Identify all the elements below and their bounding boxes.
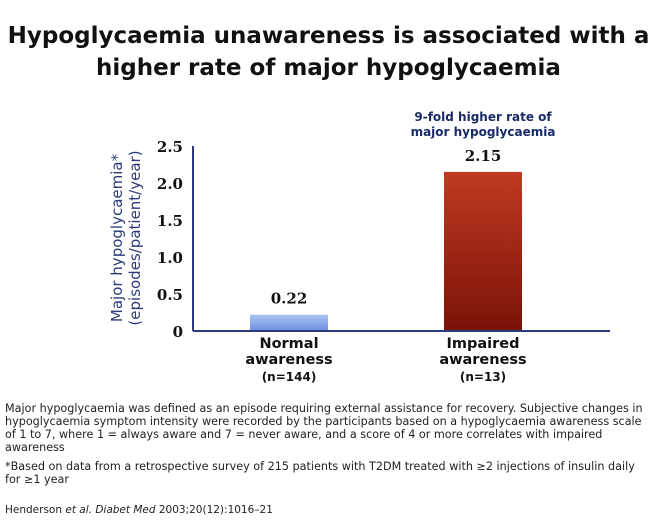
annotation-line-1: 9-fold higher rate of [414, 110, 552, 124]
reference: Henderson et al. Diabet Med 2003;20(12):… [5, 504, 273, 516]
y-axis-label-line-2: (episodes/patient/year) [126, 150, 144, 325]
bar-value-label: 0.22 [271, 290, 308, 308]
category-label-line-2: awareness [245, 352, 332, 368]
category-sample-size: (n=13) [460, 370, 506, 384]
definition-note: Major hypoglycaemia was defined as an ep… [5, 402, 643, 454]
title-line-1: Hypoglycaemia unawareness is associated … [7, 23, 650, 49]
y-tick-label: 1.0 [157, 249, 183, 267]
title-line-2: higher rate of major hypoglycaemia [96, 55, 561, 81]
chart-title: Hypoglycaemia unawareness is associated … [0, 20, 657, 84]
y-axis-ticks: 0 0.5 1.0 1.5 2.0 2.5 [157, 138, 183, 341]
bar-chart: Major hypoglycaemia* (episodes/patient/y… [108, 110, 610, 384]
notes: Major hypoglycaemia was defined as an ep… [5, 402, 650, 492]
reference-etal: et al. [65, 504, 92, 516]
y-tick-label: 0.5 [157, 286, 183, 304]
category-label-line-1: Normal [259, 336, 318, 352]
bar-value-label: 2.15 [465, 147, 502, 165]
category-label-line-2: awareness [439, 352, 526, 368]
y-axis-label: Major hypoglycaemia* (episodes/patient/y… [108, 150, 144, 325]
axes [192, 146, 610, 332]
y-tick-label: 0 [173, 323, 183, 341]
bar [250, 314, 328, 331]
x-axis-category-labels: Normalawareness(n=144)Impairedawareness(… [245, 336, 526, 384]
reference-author: Henderson [5, 504, 63, 516]
annotation: 9-fold higher rate of major hypoglycaemi… [411, 110, 556, 139]
category-sample-size: (n=144) [262, 370, 317, 384]
y-tick-label: 2.0 [157, 175, 183, 193]
reference-journal: Diabet Med [95, 504, 156, 516]
y-axis-label-line-1: Major hypoglycaemia* [108, 153, 126, 322]
annotation-line-2: major hypoglycaemia [411, 125, 556, 139]
y-tick-label: 2.5 [157, 138, 183, 156]
footnote: *Based on data from a retrospective surv… [5, 460, 635, 486]
category-label-line-1: Impaired [446, 336, 519, 352]
bars: 0.22 2.15 [250, 147, 522, 331]
bar [444, 171, 522, 331]
y-tick-label: 1.5 [157, 212, 183, 230]
reference-details: 2003;20(12):1016–21 [158, 504, 273, 516]
